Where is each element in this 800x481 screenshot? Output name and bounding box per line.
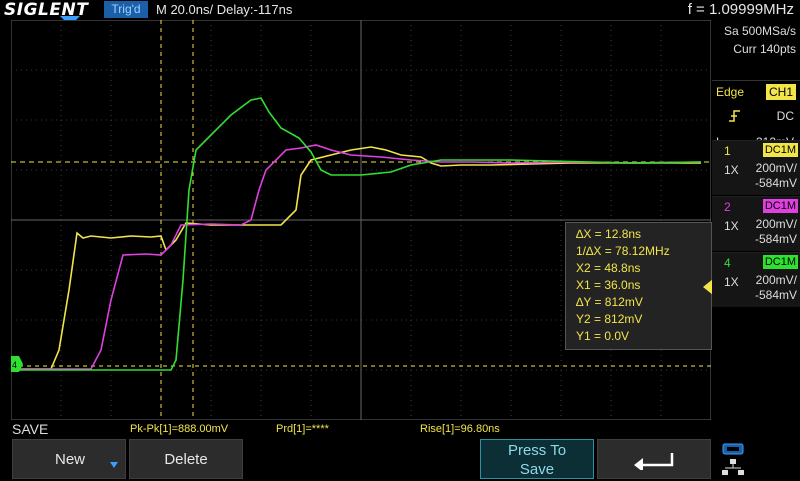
channel-probe: 1X	[724, 163, 739, 177]
softkey-menu: New Delete Press To Save	[0, 438, 800, 480]
cursor-dy: ∆Y = 812mV	[576, 295, 643, 309]
ch4-trace	[11, 97, 702, 371]
trigger-type: Edge	[716, 85, 745, 99]
return-arrow-icon	[634, 453, 674, 470]
arrow-down-icon	[110, 462, 118, 468]
channel-coupling-badge: DC1M	[762, 199, 798, 213]
cursor-dx: ∆X = 12.8ns	[576, 227, 642, 241]
cursor-x1: X1 = 36.0ns	[576, 278, 641, 292]
timebase-readout: M 20.0ns/ Delay:-117ns	[156, 2, 293, 17]
new-button-label: New	[55, 451, 86, 468]
channel-offset: -584mV	[754, 232, 797, 246]
trigger-coupling: DC	[776, 109, 794, 123]
right-info-panel: Sa 500MSa/s Curr 140pts Edge CH1 DC L 31…	[712, 20, 800, 480]
ch4-ground-marker[interactable]	[11, 356, 23, 372]
channel-scale: 200mV/	[755, 217, 797, 231]
ch2-trace	[11, 144, 702, 370]
channel-probe: 1X	[724, 219, 739, 233]
ground-marker-label: 4	[12, 360, 17, 370]
rising-edge-icon	[728, 109, 742, 126]
cursor-readout-box: ∆X = 12.8ns 1/∆X = 78.12MHz X2 = 48.8ns …	[565, 222, 712, 350]
press-to-save-line1: Press To	[507, 442, 567, 459]
channel-coupling-badge: DC1M	[762, 143, 798, 157]
channel-2-info[interactable]: 2 DC1M 1X 200mV/ -584mV	[712, 196, 800, 251]
return-button[interactable]	[597, 439, 711, 479]
memory-depth: Curr 140pts	[733, 42, 796, 56]
measurement-rise: Rise[1]=96.80ns	[420, 423, 500, 435]
cursor-y2: Y2 = 812mV	[576, 312, 643, 326]
channel-scale: 200mV/	[755, 161, 797, 175]
channel-offset: -584mV	[754, 176, 797, 190]
channel-number: 4	[724, 256, 731, 270]
cursor-y1: Y1 = 0.0V	[576, 329, 630, 343]
trigger-source-badge: CH1	[765, 84, 796, 100]
selected-channel-arrow	[703, 279, 713, 295]
delete-button[interactable]: Delete	[129, 439, 243, 479]
measurement-period: Prd[1]=****	[276, 423, 329, 435]
channel-1-info[interactable]: 1 DC1M 1X 200mV/ -584mV	[712, 140, 800, 195]
channel-scale: 200mV/	[755, 273, 797, 287]
channel-4-info[interactable]: 4 DC1M 1X 200mV/ -584mV	[712, 252, 800, 307]
usb-icon	[722, 442, 744, 460]
cursor-x2: X2 = 48.8ns	[576, 261, 641, 275]
top-bar: SIGLENT Trig'd M 20.0ns/ Delay:-117ns f …	[0, 0, 800, 26]
measurement-bar: SAVE Pk-Pk[1]=888.00mV Prd[1]=**** Rise[…	[0, 420, 712, 438]
measurement-pkpk: Pk-Pk[1]=888.00mV	[130, 423, 229, 435]
channel-coupling-badge: DC1M	[762, 255, 798, 269]
channel-probe: 1X	[724, 275, 739, 289]
network-icon	[722, 458, 744, 481]
channel-offset: -584mV	[754, 288, 797, 302]
ch1-trace	[11, 146, 701, 370]
menu-title: SAVE	[12, 421, 49, 437]
new-button[interactable]: New	[12, 439, 126, 479]
press-to-save-line2: Save	[519, 461, 555, 478]
trigger-status-badge: Trig'd	[104, 1, 148, 18]
sample-rate: Sa 500MSa/s	[723, 24, 796, 38]
waveform-display[interactable]: 4	[11, 20, 711, 420]
press-to-save-button[interactable]: Press To Save	[480, 439, 594, 479]
channel-number: 1	[724, 144, 731, 158]
cursor-inv-dx: 1/∆X = 78.12MHz	[576, 244, 670, 258]
channel-number: 2	[724, 200, 731, 214]
delete-button-label: Delete	[164, 451, 208, 468]
frequency-counter: f = 1.09999MHz	[687, 1, 794, 18]
brand-logo: SIGLENT	[4, 0, 89, 20]
